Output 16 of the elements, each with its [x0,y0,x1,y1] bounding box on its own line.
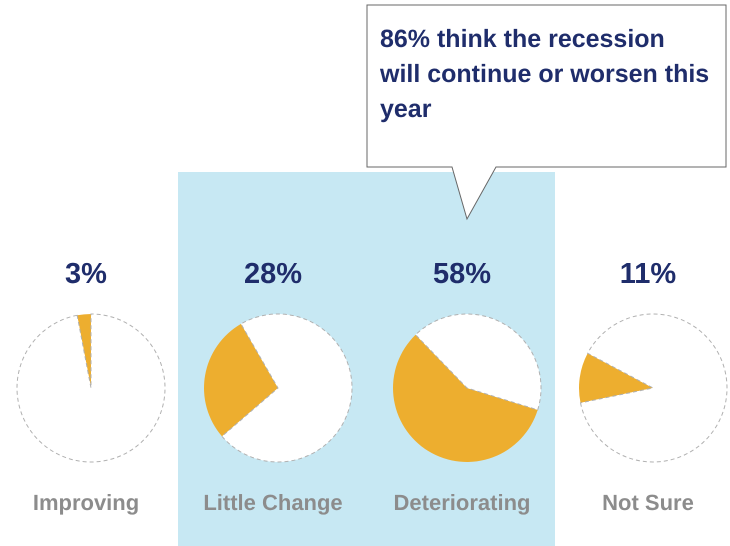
chart-title: 28% [242,258,304,291]
pie-slice [579,353,653,403]
text: Improving [32,490,140,516]
chart-title: 58% [432,258,492,291]
pie-slice [204,324,278,436]
text: Not Sure [601,490,695,516]
pie-slice [16,314,166,462]
text: Little Change [202,490,344,516]
pie-slice [580,314,728,462]
text: 86% think the recession will continue or worsen this year [380,24,710,125]
pie-slice [393,334,538,462]
chart-title: 11% [618,258,678,291]
pie-slice [415,314,542,410]
text: Deteriorating [392,490,532,516]
pie-slice [221,314,352,462]
chart-title: 3% [64,258,108,291]
